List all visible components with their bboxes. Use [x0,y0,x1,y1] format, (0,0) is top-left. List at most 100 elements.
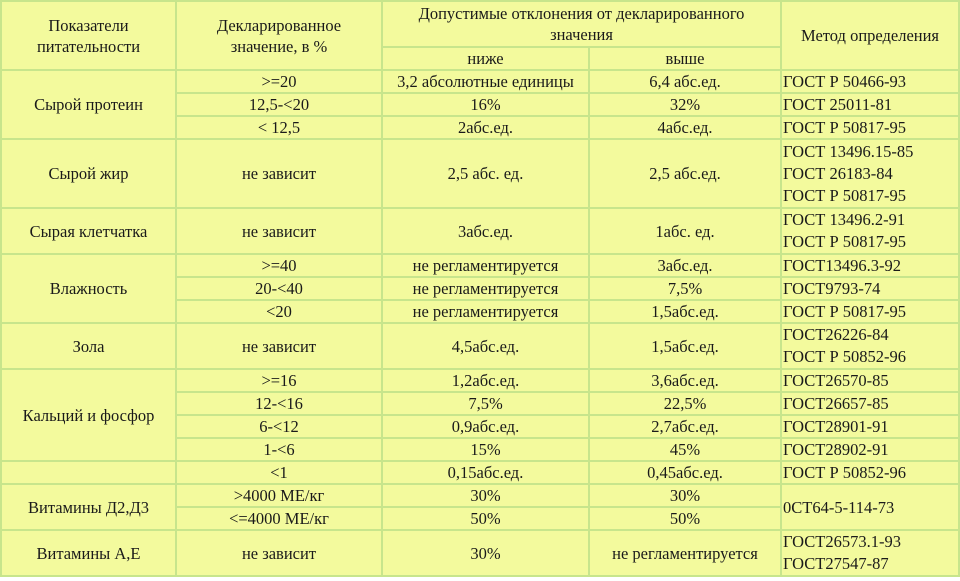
method-cell: ГОСТ Р 50466-93 [780,69,960,94]
above-cell: 32% [587,92,783,117]
above-cell: 22,5% [587,391,783,416]
above-cell: 0,45абс.ед. [587,460,783,485]
table-row: 6-<12 0,9абс.ед. 2,7абс.ед. ГОСТ28901-91 [1,414,960,439]
declared-cell: не зависит [175,529,383,577]
below-cell: 0,9абс.ед. [381,414,590,439]
declared-cell: <20 [175,299,383,324]
below-cell: не регламентируется [381,253,590,278]
method-cell: ГОСТ28902-91 [780,437,960,462]
table-row: < 12,5 2абс.ед. 4абс.ед. ГОСТ Р 50817-95 [1,115,960,140]
declared-cell: 12-<16 [175,391,383,416]
above-cell: 3,6абс.ед. [587,368,783,393]
table-row: Зола не зависит 4,5абс.ед. 1,5абс.ед. ГО… [0,322,960,370]
declared-cell: не зависит [175,138,383,209]
above-cell: 2,7абс.ед. [587,414,783,439]
indicator-cell: Кальций и фосфор [0,368,177,462]
below-cell: 7,5% [381,391,590,416]
below-cell: не регламентируется [381,299,590,324]
below-cell: 30% [381,529,590,577]
below-cell: 50% [381,506,590,531]
above-cell: 6,4 абс.ед. [587,69,783,94]
below-cell: 3,2 абсолютные единицы [381,69,590,94]
below-cell: 15% [381,437,590,462]
below-cell: 16% [381,92,590,117]
declared-cell: < 12,5 [175,115,383,140]
table-row: 12-<16 7,5% 22,5% ГОСТ26657-85 [1,391,960,416]
method-cell: ГОСТ13496.3-92 [780,253,960,278]
table-row: 1-<6 15% 45% ГОСТ28902-91 [1,437,960,462]
table-row: Витамины А,Е не зависит 30% не регламент… [0,529,960,577]
indicator-cell: Влажность [0,253,177,324]
method-cell: ГОСТ 13496.2-91 ГОСТ Р 50817-95 [780,207,960,255]
table-row: 12,5-<20 16% 32% ГОСТ 25011-81 [1,92,960,117]
below-cell: 3абс.ед. [381,207,590,255]
declared-cell: 20-<40 [175,276,383,301]
indicator-cell: Сырой жир [0,138,177,209]
indicator-cell: Витамины Д2,Д3 [0,483,177,531]
above-cell: 45% [587,437,783,462]
above-cell: 2,5 абс.ед. [587,138,783,209]
table-row: <20 не регламентируется 1,5абс.ед. ГОСТ … [1,299,960,324]
table-row: Сырой протеин >=20 3,2 абсолютные единиц… [0,69,960,140]
method-cell: ГОСТ Р 50817-95 [780,299,960,324]
header-above: выше [587,46,783,71]
below-cell: 0,15абс.ед. [381,460,590,485]
declared-cell: >=40 [175,253,383,278]
declared-cell: не зависит [175,207,383,255]
below-cell: 30% [381,483,590,508]
table-row: Сырая клетчатка не зависит 3абс.ед. 1абс… [0,207,960,255]
table-row: <1 0,15абс.ед. 0,45абс.ед. ГОСТ Р 50852-… [0,460,960,485]
above-cell: 30% [587,483,783,508]
method-cell: ГОСТ28901-91 [780,414,960,439]
table-row: 20-<40 не регламентируется 7,5% ГОСТ9793… [1,276,960,301]
above-cell: 4абс.ед. [587,115,783,140]
method-cell: ГОСТ 13496.15-85 ГОСТ 26183-84 ГОСТ Р 5081… [780,138,960,209]
method-cell: ГОСТ Р 50817-95 [780,115,960,140]
method-cell: ГОСТ26570-85 [780,368,960,393]
table-row: Сырой жир не зависит 2,5 абс. ед. 2,5 аб… [0,138,960,209]
header-indicator: Показатели питательности [0,0,177,71]
below-cell: не регламентируется [381,276,590,301]
method-cell: ГОСТ26657-85 [780,391,960,416]
declared-cell: не зависит [175,322,383,370]
header-method: Метод определения [780,0,960,71]
header-below: ниже [381,46,590,71]
table-row: Влажность >=40 не регламентируется 3абс.… [0,253,960,324]
below-cell: 2абс.ед. [381,115,590,140]
declared-cell: <1 [175,460,383,485]
header-declared: Декларированное значение, в % [175,0,383,71]
declared-cell: 6-<12 [175,414,383,439]
indicator-cell: Сырая клетчатка [0,207,177,255]
indicator-cell-empty [0,460,177,485]
indicator-cell: Зола [0,322,177,370]
header-deviation: Допустимые отклонения от декларированног… [380,0,783,48]
declared-cell: >4000 МЕ/кг [175,483,383,508]
declared-cell: >=16 [175,368,383,393]
subheader-row: ниже выше [1,46,959,71]
indicator-cell: Сырой протеин [0,69,177,140]
declared-cell: >=20 [175,69,383,94]
header-row: Показатели питательности Декларированное з… [0,0,960,71]
method-cell: ГОСТ26226-84 ГОСТ Р 50852-96 [780,322,960,370]
table-row: <=4000 МЕ/кг 50% 50% [1,506,959,531]
above-cell: 3абс.ед. [587,253,783,278]
above-cell: 1,5абс.ед. [587,322,783,370]
below-cell: 2,5 абс. ед. [381,138,590,209]
method-cell: ГОСТ 25011-81 [780,92,960,117]
above-cell: 1абс. ед. [587,207,783,255]
declared-cell: 1-<6 [175,437,383,462]
below-cell: 4,5абс.ед. [381,322,590,370]
table-row: Кальций и фосфор >=16 1,2абс.ед. 3,6абс.… [0,368,960,462]
above-cell: 50% [587,506,783,531]
method-cell: 0СТ64-5-114-73 [780,483,960,531]
indicator-cell: Витамины А,Е [0,529,177,577]
above-cell: не регламентируется [587,529,783,577]
declared-cell: <=4000 МЕ/кг [175,506,383,531]
above-cell: 7,5% [587,276,783,301]
below-cell: 1,2абс.ед. [381,368,590,393]
declared-cell: 12,5-<20 [175,92,383,117]
above-cell: 1,5абс.ед. [587,299,783,324]
method-cell: ГОСТ26573.1-93 ГОСТ27547-87 [780,529,960,577]
